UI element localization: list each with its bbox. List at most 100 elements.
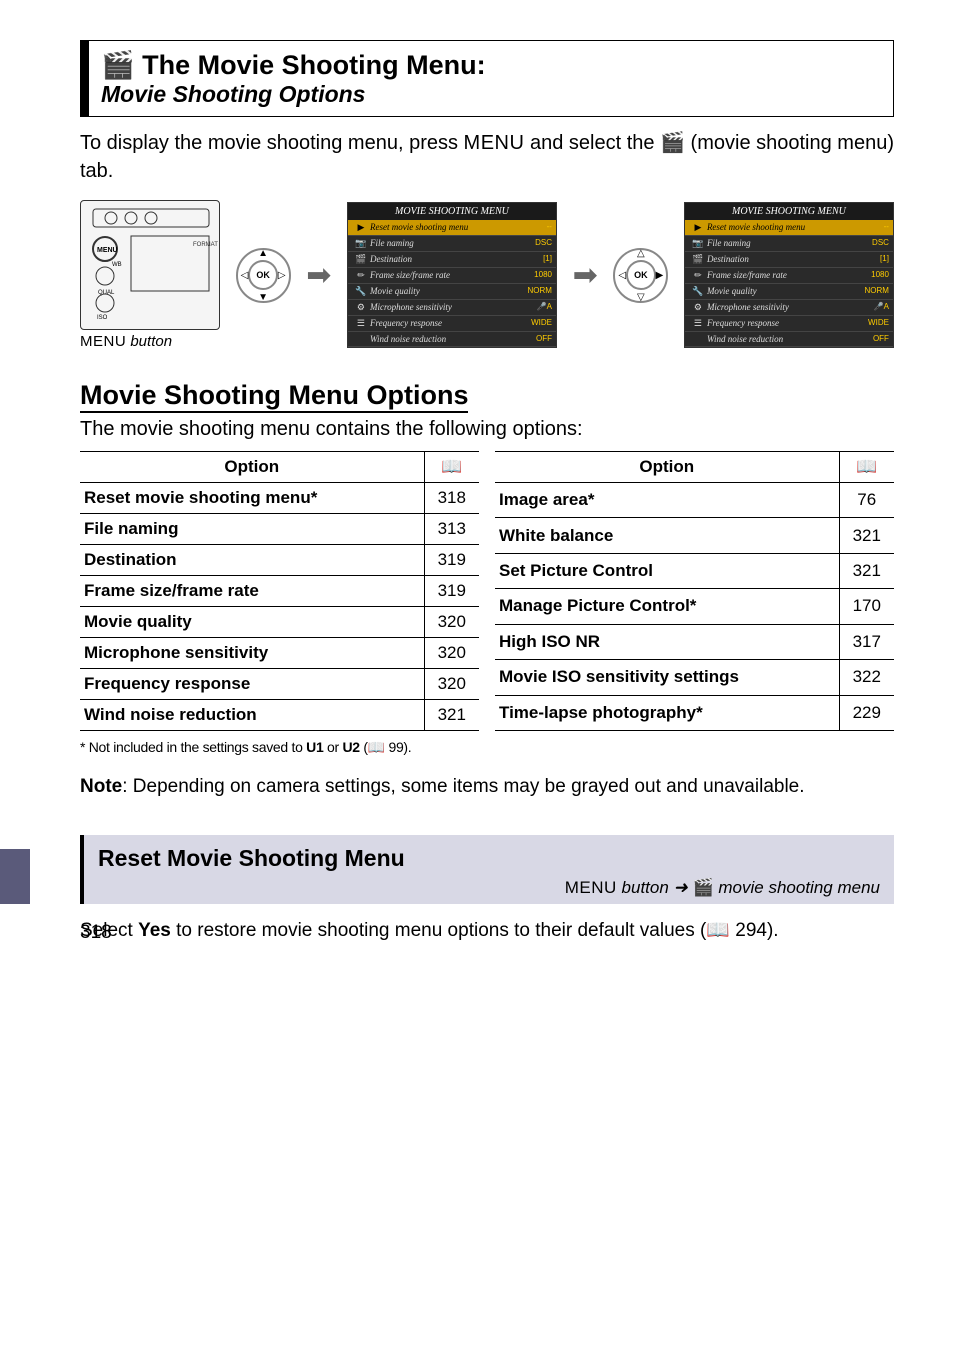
menu-item-label: Movie quality	[370, 286, 522, 297]
table-row: Set Picture Control321	[495, 553, 894, 588]
th-page-left: 📖	[424, 452, 479, 483]
arrow-icon-2: ➡	[573, 258, 598, 293]
footnote: * Not included in the settings saved to …	[80, 739, 894, 756]
body-paragraph: Select Yes to restore movie shooting men…	[80, 918, 894, 945]
menu-item-value: DSC	[522, 238, 552, 249]
menu-side-icon: ▶	[352, 222, 370, 233]
menu-side-icon: 🔧	[352, 286, 370, 297]
menu-item-value: OFF	[859, 334, 889, 344]
option-cell: Destination	[80, 545, 424, 576]
menu-side-icon: ☰	[352, 318, 370, 329]
footnote-or: or	[323, 739, 342, 755]
table-row: Reset movie shooting menu*318	[80, 483, 479, 514]
menu-item-row: 🎬Destination[1]	[685, 252, 893, 268]
menu-item-value: 1080	[522, 270, 552, 281]
option-cell: Microphone sensitivity	[80, 638, 424, 669]
camera-back-diagram: FORMAT MENU WB QUAL ISO	[80, 200, 220, 330]
svg-text:WB: WB	[112, 262, 122, 268]
option-cell: Time-lapse photography*	[495, 695, 839, 730]
th-page-right: 📖	[839, 452, 894, 483]
option-cell: Image area*	[495, 483, 839, 518]
options-table-right: Option 📖 Image area*76White balance321Se…	[495, 451, 894, 731]
menu-item-label: Frequency response	[370, 318, 522, 329]
menu-item-label: Microphone sensitivity	[707, 302, 859, 313]
menu-item-value: --	[522, 222, 552, 233]
menu-item-value: NORM	[522, 286, 552, 297]
table-row: High ISO NR317	[495, 624, 894, 659]
menu-item-row: ▶Reset movie shooting menu--	[685, 220, 893, 236]
table-row: Image area*76	[495, 483, 894, 518]
movie-icon: 🎬	[101, 50, 135, 80]
menu-item-value: 🎤A	[522, 302, 552, 313]
menu-item-label: Reset movie shooting menu	[370, 222, 522, 233]
menu-item-value: 1080	[859, 270, 889, 281]
menu-item-label: Frame size/frame rate	[370, 270, 522, 281]
option-cell: White balance	[495, 518, 839, 553]
table-header-row: Option 📖	[80, 452, 479, 483]
page-title-main: 🎬 The Movie Shooting Menu:	[93, 49, 881, 81]
svg-text:FORMAT: FORMAT	[193, 242, 218, 248]
option-cell: File naming	[80, 514, 424, 545]
menu-item-label: Movie quality	[707, 286, 859, 297]
menu-side-icon: 📷	[352, 238, 370, 249]
menu-item-label: Destination	[707, 254, 859, 265]
option-cell: Movie quality	[80, 607, 424, 638]
menu-item-row: Wind noise reductionOFF	[685, 332, 893, 347]
menu-side-icon: ☰	[689, 318, 707, 329]
ok-dpad-2: OK △ ▽ ◁ ▶	[613, 248, 668, 303]
camera-label-prefix: MENU	[80, 333, 126, 350]
title-main-text: The Movie Shooting Menu:	[142, 50, 485, 80]
menu-screenshot-2: MOVIE SHOOTING MENU ▶Reset movie shootin…	[684, 202, 894, 348]
menu-item-row: ✏Frame size/frame rate1080	[685, 268, 893, 284]
camera-svg: FORMAT MENU WB QUAL ISO	[81, 201, 221, 331]
menu-header-1: MOVIE SHOOTING MENU	[348, 203, 556, 220]
menu-item-value: NORM	[859, 286, 889, 297]
menu-key-label: MENU	[464, 132, 525, 154]
note-label: Note	[80, 776, 122, 797]
diagram-row: FORMAT MENU WB QUAL ISO MENU button OK ▲…	[80, 200, 894, 350]
table-row: Time-lapse photography*229	[495, 695, 894, 730]
menu-side-icon: ▶	[689, 222, 707, 233]
body-mid: to restore movie shooting menu options t…	[171, 920, 779, 941]
menu-item-row: ⚙Microphone sensitivity🎤A	[348, 300, 556, 316]
table-row: Movie quality320	[80, 607, 479, 638]
option-cell: Frequency response	[80, 669, 424, 700]
table-row: White balance321	[495, 518, 894, 553]
menu-items-2: ▶Reset movie shooting menu--📷File naming…	[685, 220, 893, 347]
body-yes: Yes	[138, 920, 171, 941]
menu-side-icon: 🔧	[689, 286, 707, 297]
menu-header-2: MOVIE SHOOTING MENU	[685, 203, 893, 220]
menu-item-value: DSC	[859, 238, 889, 249]
page-cell: 229	[839, 695, 894, 730]
page-cell: 317	[839, 624, 894, 659]
menu-item-row: ✏Frame size/frame rate1080	[348, 268, 556, 284]
menu-item-label: File naming	[707, 238, 859, 249]
menu-item-label: Frame size/frame rate	[707, 270, 859, 281]
page-cell: 320	[424, 638, 479, 669]
svg-text:ISO: ISO	[97, 315, 108, 321]
page-cell: 320	[424, 669, 479, 700]
menu-item-label: Reset movie shooting menu	[707, 222, 859, 233]
camera-label: MENU button	[80, 333, 220, 350]
movie-icon-path: 🎬	[693, 878, 714, 897]
option-cell: Reset movie shooting menu*	[80, 483, 424, 514]
subsection-title: Reset Movie Shooting Menu	[98, 845, 880, 872]
intro-paragraph: To display the movie shooting menu, pres…	[80, 129, 894, 185]
page-number: 318	[80, 922, 112, 944]
option-cell: Movie ISO sensitivity settings	[495, 660, 839, 695]
intro-mid: and select the	[524, 132, 660, 154]
subsection-path: MENU button ➜ 🎬 movie shooting menu	[98, 878, 880, 898]
path-mid: button ➜	[617, 878, 693, 897]
page-cell: 322	[839, 660, 894, 695]
page-cell: 76	[839, 483, 894, 518]
menu-item-row: 🔧Movie qualityNORM	[348, 284, 556, 300]
menu-item-row: ☰Frequency responseWIDE	[685, 316, 893, 332]
page-cell: 170	[839, 589, 894, 624]
path-suffix: movie shooting menu	[714, 878, 880, 897]
menu-item-value: OFF	[522, 334, 552, 344]
option-cell: Manage Picture Control*	[495, 589, 839, 624]
table-row: File naming313	[80, 514, 479, 545]
table-row: Frame size/frame rate319	[80, 576, 479, 607]
menu-item-value: [1]	[522, 254, 552, 265]
table-header-row: Option 📖	[495, 452, 894, 483]
